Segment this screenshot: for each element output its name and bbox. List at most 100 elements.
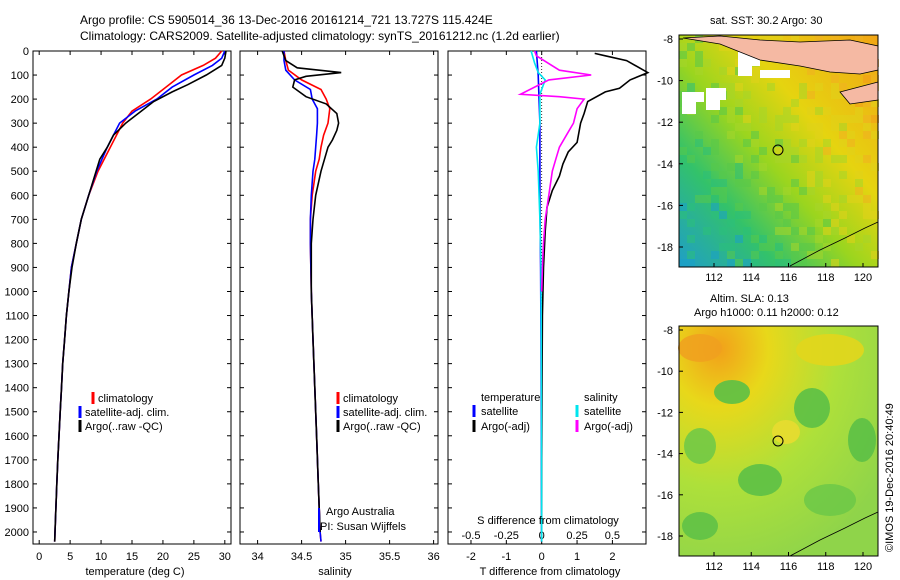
sst-pixel [687,155,695,163]
sst-pixel [727,243,735,251]
sst-pixel [711,115,719,123]
imos-side-label: ©IMOS 19-Dec-2016 20:40:49 [884,403,896,552]
map-y-tick-label: -18 [657,242,673,254]
map-x-tick-label: 116 [780,561,798,573]
y-tick-label: 0 [23,46,29,58]
sst-pixel [711,147,719,155]
series-line [517,50,592,292]
sst-pixel [863,203,871,211]
y-tick-label: 1800 [5,479,29,491]
sst-pixel [863,99,871,107]
map-x-tick-label: 114 [742,561,760,573]
map-x-tick-label: 112 [705,272,723,284]
sst-pixel [791,227,799,235]
sst-pixel [767,235,775,243]
sst-pixel [783,155,791,163]
sst-pixel [815,131,823,139]
sst-pixel [735,83,743,91]
sst-pixel [871,75,879,83]
sla-blob [682,512,718,540]
sst-pixel [687,251,695,259]
sst-cloud-gaps [682,52,790,114]
diff-legend-sal-title: salinity [584,392,618,404]
difference-axes: -2 -1 0 1 2-0.5 -0.25 0 0.25 0.5 [448,50,646,563]
sst-pixel [839,115,847,123]
sst-pixel [767,35,775,43]
sst-pixel [863,155,871,163]
sst-pixel [807,123,815,131]
sst-pixel [783,219,791,227]
x-tick-top-label: 0.25 [566,530,587,542]
difference-series [517,50,650,542]
series-line [53,50,223,542]
y-tick-label: 1400 [5,383,29,395]
sst-pixel [863,235,871,243]
map-y-tick-label: -16 [657,490,673,502]
y-tick-label: 500 [11,166,29,178]
sst-pixel [679,59,687,67]
sst-pixel [711,139,719,147]
x-tick-label: 0 [36,551,42,563]
sst-pixel [759,187,767,195]
sst-pixel [823,227,831,235]
sst-pixel [823,195,831,203]
x-tick-label: 15 [126,551,138,563]
sst-pixel [695,131,703,139]
map-x-tick-label: 120 [854,272,872,284]
sst-pixel [727,107,735,115]
sst-pixel [735,259,743,267]
sst-pixel [847,195,855,203]
map-x-tick-label: 114 [742,272,760,284]
sst-pixel [799,155,807,163]
legend-label-satellite: satellite-adj. clim. [85,407,169,419]
series-line [540,52,650,542]
sst-pixel [815,235,823,243]
sla-blob [678,334,722,362]
y-tick-label: 700 [11,214,29,226]
sla-blobs [678,334,876,540]
sal-legend-label-climatology: climatology [343,393,399,405]
sst-pixel [743,123,751,131]
sst-pixel [847,235,855,243]
sla-blob [772,420,800,444]
series-line [53,50,226,542]
sst-pixel [719,83,727,91]
salinity-panel-frame [239,50,439,545]
sla-blob [796,334,864,366]
series-line [530,50,547,542]
sst-pixel [815,107,823,115]
y-tick-label: 800 [11,238,29,250]
map-x-tick-label: 120 [854,561,872,573]
sst-pixel [815,203,823,211]
sst-pixel [727,131,735,139]
sst-pixel [719,107,727,115]
x-tick-label: 10 [95,551,107,563]
sla-coast-australia [789,511,879,557]
sst-pixel [759,203,767,211]
y-tick-label: 300 [11,118,29,130]
diff-legend-label-temp-argo: Argo(-adj) [481,421,530,433]
sst-pixel [839,123,847,131]
sst-pixel [751,235,759,243]
sst-pixel [823,219,831,227]
sla-map-title2: Argo h1000: 0.11 h2000: 0.12 [694,307,839,319]
sst-pixel [799,227,807,235]
sla-blob [738,464,782,496]
sst-pixel [735,179,743,187]
credit-line2: PI: Susan Wijffels [320,521,406,533]
sst-pixel [815,83,823,91]
sst-pixel [695,59,703,67]
series-line [283,51,322,542]
difference-legend: temperature salinity satellite Argo(-adj… [472,392,633,433]
sst-pixel [743,115,751,123]
sst-pixel [855,171,863,179]
sst-pixel [799,91,807,99]
sst-pixel [807,171,815,179]
sst-pixel [815,171,823,179]
difference-xlabel2: S difference from climatology [477,515,619,527]
sst-pixel [759,107,767,115]
sst-pixel [679,203,687,211]
sst-pixel [759,163,767,171]
sst-pixel [871,115,879,123]
